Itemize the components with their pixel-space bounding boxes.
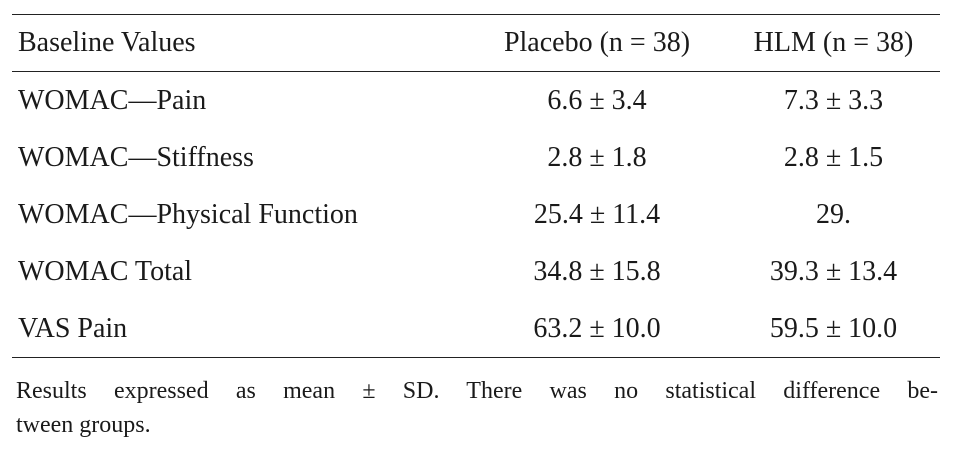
hlm-value: 2.8 ± 1.5	[783, 141, 884, 173]
footnote-line-2: tween groups.	[16, 412, 151, 438]
hlm-value: 39.3 ± 13.4	[769, 255, 898, 287]
row-label: VAS Pain	[18, 312, 128, 344]
hlm-value: 29.	[816, 198, 851, 230]
placebo-value: 2.8 ± 1.8	[547, 141, 647, 173]
row-label: WOMAC Total	[18, 255, 193, 287]
data-table: Baseline Values Placebo (n = 38) HLM (n …	[12, 15, 940, 71]
header-row: Baseline Values Placebo (n = 38) HLM (n …	[12, 15, 940, 71]
table-row: WOMAC—Stiffness 2.8 ± 1.8 2.8 ± 1.5	[12, 129, 940, 186]
hlm-value: 7.3 ± 3.3	[783, 84, 884, 116]
data-table-body: WOMAC—Pain 6.6 ± 3.4 7.3 ± 3.3 WOMAC—Sti…	[12, 72, 940, 357]
header-placebo: Placebo (n = 38)	[503, 27, 691, 58]
row-label: WOMAC—Stiffness	[18, 141, 254, 173]
header-rule	[12, 71, 940, 72]
placebo-value: 63.2 ± 10.0	[533, 312, 661, 344]
table-row: VAS Pain 63.2 ± 10.0 59.5 ± 10.0	[12, 300, 940, 357]
hlm-value: 59.5 ± 10.0	[769, 312, 898, 344]
footnote-line-1: Results expressed as mean ± SD. There wa…	[16, 378, 938, 404]
row-label: WOMAC—Physical Function	[18, 198, 358, 230]
table-row: WOMAC Total 34.8 ± 15.8 39.3 ± 13.4	[12, 243, 940, 300]
placebo-value: 34.8 ± 15.8	[533, 255, 661, 287]
row-label: WOMAC—Pain	[18, 84, 207, 116]
baseline-values-table: Baseline Values Placebo (n = 38) HLM (n …	[12, 14, 940, 358]
placebo-value: 6.6 ± 3.4	[547, 84, 647, 116]
table-footnote: Results expressed as mean ± SD. There wa…	[16, 374, 938, 442]
header-hlm: HLM (n = 38)	[753, 27, 914, 58]
top-rule	[12, 14, 940, 15]
bottom-rule	[12, 357, 940, 358]
table-row: WOMAC—Physical Function 25.4 ± 11.4 29.	[12, 186, 940, 243]
table-row: WOMAC—Pain 6.6 ± 3.4 7.3 ± 3.3	[12, 72, 940, 129]
placebo-value: 25.4 ± 11.4	[533, 198, 661, 230]
header-baseline-values: Baseline Values	[18, 27, 196, 58]
